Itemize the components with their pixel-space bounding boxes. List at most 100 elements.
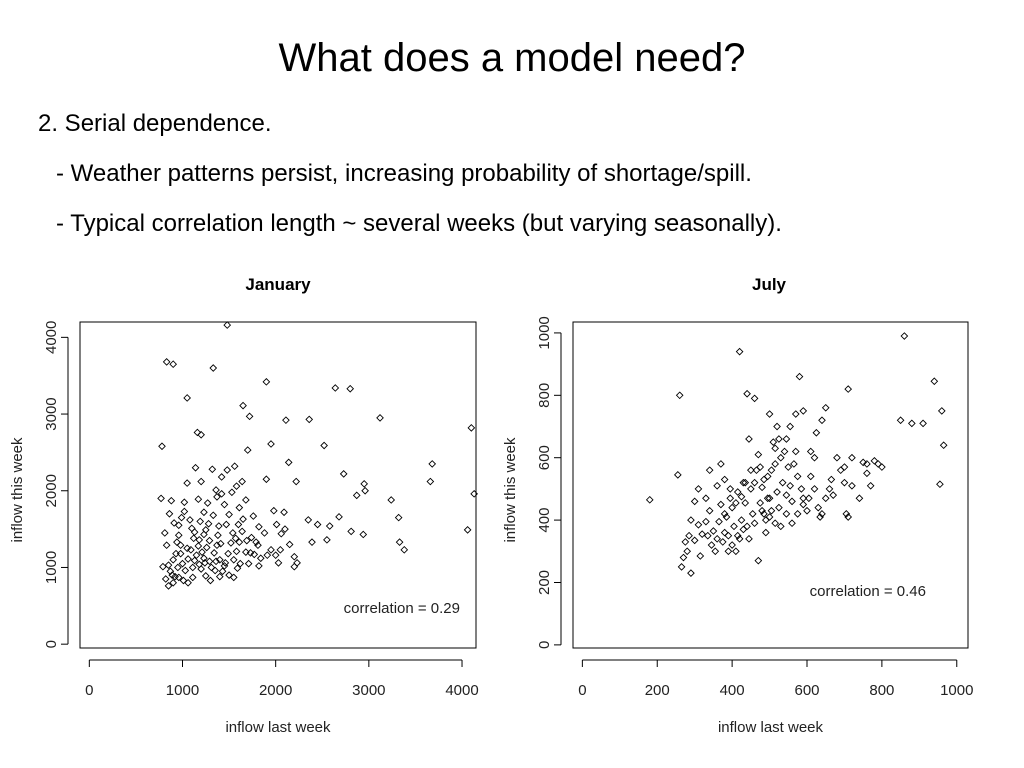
chart2-data-point: [810, 485, 819, 493]
chart1-data-point: [174, 573, 183, 582]
chart2-data-point: [687, 516, 695, 524]
chart1-data-point: [325, 522, 334, 530]
chart2-data-point: [848, 481, 856, 490]
bullet-weather-patterns: - Weather patterns persist, increasing p…: [56, 160, 752, 187]
chart2-data-point: [816, 513, 824, 521]
chart1-data-point: [196, 517, 205, 526]
chart2-data-point: [741, 478, 750, 487]
chart1-y-tick-label: 3000: [43, 397, 60, 430]
chart2-data-point: [728, 503, 736, 512]
chart2-data-point: [786, 422, 794, 431]
chart1-data-point: [361, 486, 369, 495]
chart1-data-point: [209, 364, 218, 372]
chart2-data-point: [782, 435, 791, 443]
chart1-data-point: [249, 512, 258, 520]
chart1-data-point: [313, 520, 322, 529]
chart1-data-point: [200, 554, 208, 563]
chart2-data-point: [771, 519, 780, 528]
chart1-data-point: [177, 513, 186, 522]
chart2-data-point: [771, 460, 780, 468]
chart1-data-point: [394, 513, 403, 522]
chart1-data-point: [262, 377, 271, 386]
chart1-data-point: [233, 564, 242, 573]
chart2-x-tick-label: 1000: [940, 682, 973, 699]
chart1-data-point: [189, 534, 198, 543]
chart1-data-point: [169, 360, 178, 369]
chart2-data-point: [765, 494, 774, 503]
chart1-data-point: [281, 525, 289, 533]
chart1-data-point: [272, 520, 281, 529]
chart2-data-point: [739, 478, 748, 487]
chart1-data-point: [224, 549, 232, 558]
chart1-data-point: [225, 571, 233, 579]
chart2-data-point: [818, 416, 826, 425]
chart2-data-point: [799, 407, 808, 415]
chart2-data-point: [776, 453, 785, 462]
chart1-data-point: [201, 559, 209, 567]
chart2-data-point: [848, 453, 856, 462]
chart2-data-point: [818, 510, 826, 518]
chart2-data-point: [827, 475, 836, 484]
chart1-data-point: [228, 488, 236, 497]
chart1-y-axis-label: inflow this week: [9, 437, 26, 543]
chart1-data-point: [227, 539, 235, 547]
chart1-data-point: [232, 482, 241, 490]
chart2-y-tick-label: 400: [536, 508, 553, 533]
chart1-data-point: [187, 545, 195, 554]
chart2-y-tick-label: 1000: [536, 316, 553, 349]
chart1-data-point: [210, 549, 219, 557]
chart2-data-point: [698, 530, 707, 538]
chart1-data-point: [203, 499, 212, 507]
chart2-data-point: [756, 463, 765, 471]
chart2-data-point: [874, 460, 882, 468]
chart1-data-point: [158, 442, 166, 451]
chart2-data-point: [782, 491, 791, 499]
chart1-data-point: [173, 538, 181, 546]
chart1-data-point: [207, 563, 216, 572]
chart1-data-point: [164, 561, 173, 569]
chart2-data-point: [900, 332, 909, 340]
chart2-data-point: [717, 460, 725, 468]
chart2-data-point: [760, 475, 768, 484]
chart1-data-point: [186, 516, 194, 524]
chart2-data-point: [747, 466, 755, 475]
chart2-data-point: [842, 510, 851, 518]
chart2-data-point: [705, 466, 714, 475]
chart2-data-point: [732, 499, 740, 507]
chart2-x-tick-label: 600: [794, 682, 819, 699]
chart1-data-point: [200, 508, 208, 517]
chart2-data-point: [709, 527, 718, 535]
chart1-data-point: [267, 440, 275, 448]
chart1-data-point: [229, 555, 238, 564]
chart1-data-point: [239, 515, 247, 523]
chart1-data-point: [161, 575, 170, 583]
chart1-data-point: [236, 559, 245, 568]
chart2-data-point: [733, 488, 742, 496]
chart1-data-point: [184, 578, 192, 587]
chart2-data-point: [775, 435, 783, 443]
chart2-data-point: [763, 494, 772, 503]
chart1-data-point: [195, 536, 204, 544]
chart1-data-point: [256, 554, 265, 563]
chart1-x-tick-label: 3000: [352, 682, 385, 699]
chart1-data-point: [212, 486, 220, 494]
chart2-data-point: [726, 485, 735, 493]
chart1-data-point: [280, 508, 288, 517]
chart1-data-point: [247, 533, 256, 542]
chart1-data-point: [173, 563, 182, 572]
chart2-data-point: [803, 506, 811, 515]
chart2-data-point: [713, 481, 721, 490]
chart1-data-point: [426, 477, 435, 486]
chart1-data-point: [284, 458, 293, 467]
chart1-data-point: [209, 511, 218, 520]
chart1-data-point: [217, 473, 226, 481]
chart1-data-point: [192, 551, 201, 560]
chart1-data-point: [215, 572, 224, 581]
chart1-data-point: [172, 549, 180, 558]
chart2-data-point: [717, 500, 725, 509]
chart2-data-point: [780, 447, 789, 456]
chart1-data-point: [242, 496, 250, 504]
chart1-data-point: [263, 551, 272, 560]
chart2-data-point: [771, 444, 780, 453]
